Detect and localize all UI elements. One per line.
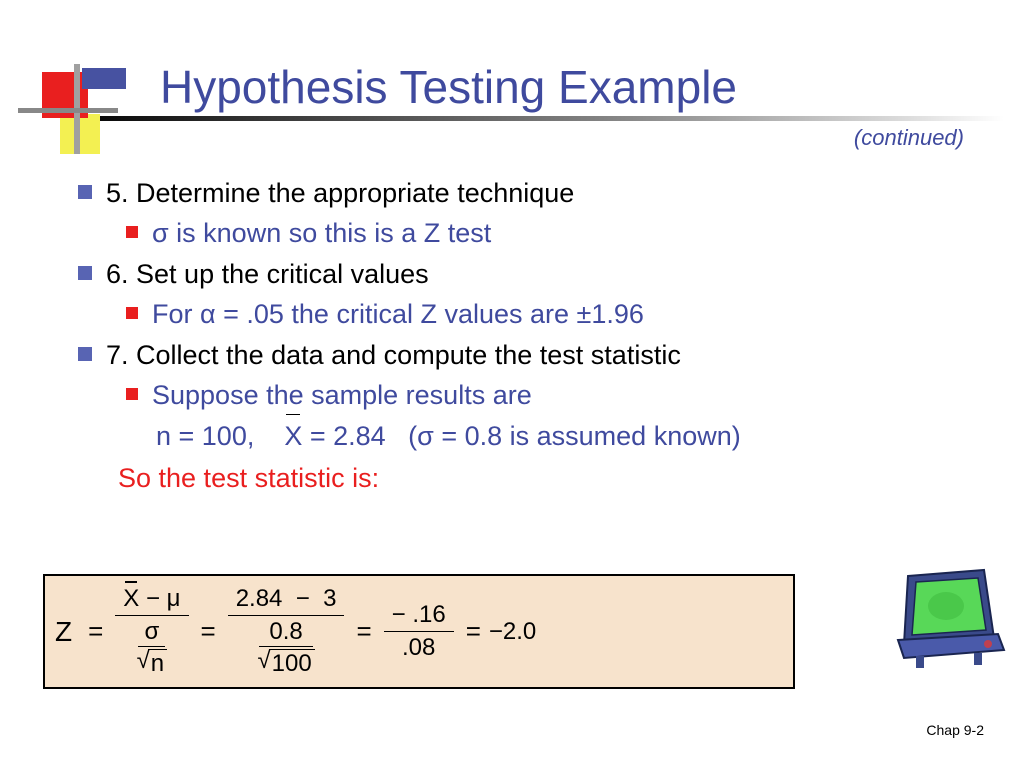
bullet-5: 5. Determine the appropriate technique bbox=[106, 175, 574, 211]
slide-title: Hypothesis Testing Example bbox=[160, 60, 737, 114]
continued-label: (continued) bbox=[854, 125, 964, 151]
bullet-7c: So the test statistic is: bbox=[118, 460, 379, 496]
bullet-7a: Suppose the sample results are bbox=[152, 377, 532, 413]
bullet-7b: n = 100, X = 2.84 (σ = 0.8 is assumed kn… bbox=[156, 418, 741, 454]
bullet-7: 7. Collect the data and compute the test… bbox=[106, 337, 681, 373]
decorative-shapes bbox=[18, 64, 118, 154]
tv-icon bbox=[896, 568, 1006, 673]
title-divider bbox=[64, 116, 1004, 121]
bullet-6a: For α = .05 the critical Z values are ±1… bbox=[152, 296, 644, 332]
formula-box: Z = X − μ σ √n = 2.84 − 3 0.8 √100 = − bbox=[43, 574, 795, 689]
content-body: 5. Determine the appropriate technique σ… bbox=[78, 175, 948, 501]
z-formula: Z = X − μ σ √n = 2.84 − 3 0.8 √100 = − bbox=[55, 583, 536, 680]
bullet-6: 6. Set up the critical values bbox=[106, 256, 429, 292]
bullet-5a: σ is known so this is a Z test bbox=[152, 215, 491, 251]
footer-label: Chap 9-2 bbox=[926, 722, 984, 738]
